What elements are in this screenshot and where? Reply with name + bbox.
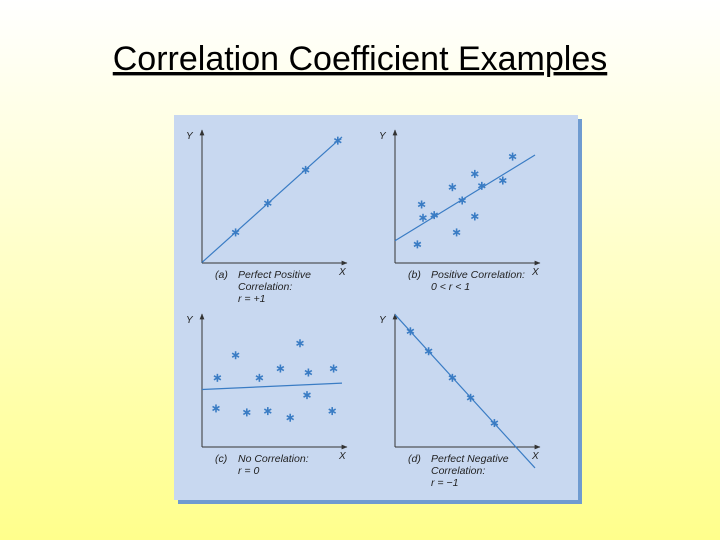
point bbox=[296, 339, 304, 348]
point-stroke bbox=[413, 241, 422, 248]
caption-tag: (a) bbox=[215, 269, 228, 281]
point-stroke bbox=[470, 171, 479, 177]
trend-line bbox=[201, 382, 343, 391]
point bbox=[490, 419, 499, 428]
x-axis-label: X bbox=[531, 267, 539, 278]
point bbox=[328, 407, 337, 416]
caption-line: No Correlation: bbox=[238, 453, 309, 465]
panel bbox=[174, 115, 578, 500]
slide-title: Correlation Coefficient Examples bbox=[113, 40, 608, 78]
point-stroke bbox=[303, 392, 311, 398]
caption-tag: (d) bbox=[408, 453, 421, 465]
point-stroke bbox=[231, 229, 240, 236]
point-stroke bbox=[263, 408, 272, 414]
caption-line: r = −1 bbox=[431, 477, 458, 489]
point-stroke bbox=[329, 365, 338, 372]
point-stroke bbox=[276, 365, 285, 372]
point bbox=[406, 327, 415, 336]
point bbox=[430, 211, 439, 220]
point bbox=[448, 373, 457, 382]
point bbox=[276, 364, 285, 373]
point bbox=[213, 373, 222, 382]
y-axis-label: Y bbox=[379, 131, 387, 142]
point bbox=[508, 152, 517, 161]
point bbox=[413, 240, 422, 249]
point-stroke bbox=[213, 375, 222, 381]
point bbox=[452, 228, 461, 237]
point bbox=[470, 169, 479, 178]
point bbox=[242, 408, 251, 417]
point-stroke bbox=[242, 409, 251, 416]
point-stroke bbox=[448, 184, 457, 190]
point-stroke bbox=[406, 328, 415, 334]
caption-line: 0 < r < 1 bbox=[431, 281, 470, 293]
point-stroke bbox=[304, 369, 313, 376]
point-stroke bbox=[448, 375, 457, 381]
trend-line bbox=[394, 314, 536, 469]
point bbox=[477, 181, 486, 190]
caption-tag: (c) bbox=[215, 453, 227, 465]
point bbox=[466, 393, 475, 402]
x-axis-label: X bbox=[338, 451, 346, 462]
point bbox=[498, 176, 507, 185]
point-stroke bbox=[263, 200, 272, 206]
trend-line bbox=[394, 154, 536, 242]
point bbox=[263, 407, 272, 416]
point bbox=[301, 165, 310, 174]
point-stroke bbox=[296, 340, 304, 346]
point bbox=[231, 351, 240, 360]
caption-line: r = +1 bbox=[238, 293, 265, 305]
point-stroke bbox=[301, 167, 310, 173]
point bbox=[231, 228, 240, 237]
point-stroke bbox=[212, 405, 220, 412]
point-stroke bbox=[417, 201, 426, 208]
point-stroke bbox=[498, 177, 507, 184]
point bbox=[424, 347, 433, 356]
point bbox=[329, 364, 338, 373]
x-axis-label: X bbox=[338, 267, 346, 278]
point-stroke bbox=[286, 415, 295, 421]
point bbox=[470, 212, 479, 221]
x-axis-label: X bbox=[531, 451, 539, 462]
point-stroke bbox=[419, 215, 427, 221]
y-axis-label: Y bbox=[186, 131, 194, 142]
point-stroke bbox=[424, 348, 433, 354]
caption-line: Perfect Negative bbox=[431, 453, 509, 465]
caption-line: Positive Correlation: bbox=[431, 269, 525, 281]
point bbox=[286, 413, 295, 422]
point bbox=[333, 136, 342, 145]
point-stroke bbox=[470, 213, 479, 220]
point-stroke bbox=[466, 395, 475, 401]
point-stroke bbox=[452, 229, 461, 236]
point bbox=[263, 199, 272, 208]
point bbox=[448, 183, 457, 192]
point bbox=[458, 196, 467, 205]
point-stroke bbox=[458, 197, 467, 204]
point-stroke bbox=[477, 183, 486, 189]
y-axis-label: Y bbox=[379, 315, 387, 326]
point bbox=[417, 200, 426, 209]
point bbox=[212, 404, 220, 413]
point-stroke bbox=[231, 352, 240, 358]
caption-tag: (b) bbox=[408, 269, 421, 281]
point-stroke bbox=[508, 153, 517, 160]
point-stroke bbox=[255, 375, 264, 381]
point bbox=[304, 368, 313, 377]
point bbox=[303, 391, 311, 400]
point bbox=[419, 213, 427, 222]
point bbox=[255, 373, 264, 382]
point-stroke bbox=[490, 420, 499, 426]
caption-line: r = 0 bbox=[238, 465, 259, 477]
caption-line: Correlation: bbox=[238, 281, 292, 293]
caption-line: Correlation: bbox=[431, 465, 485, 477]
trend-line bbox=[201, 136, 343, 263]
point-stroke bbox=[328, 408, 337, 414]
point-stroke bbox=[333, 137, 342, 144]
y-axis-label: Y bbox=[186, 315, 194, 326]
caption-line: Perfect Positive bbox=[238, 269, 311, 281]
point-stroke bbox=[430, 212, 439, 218]
